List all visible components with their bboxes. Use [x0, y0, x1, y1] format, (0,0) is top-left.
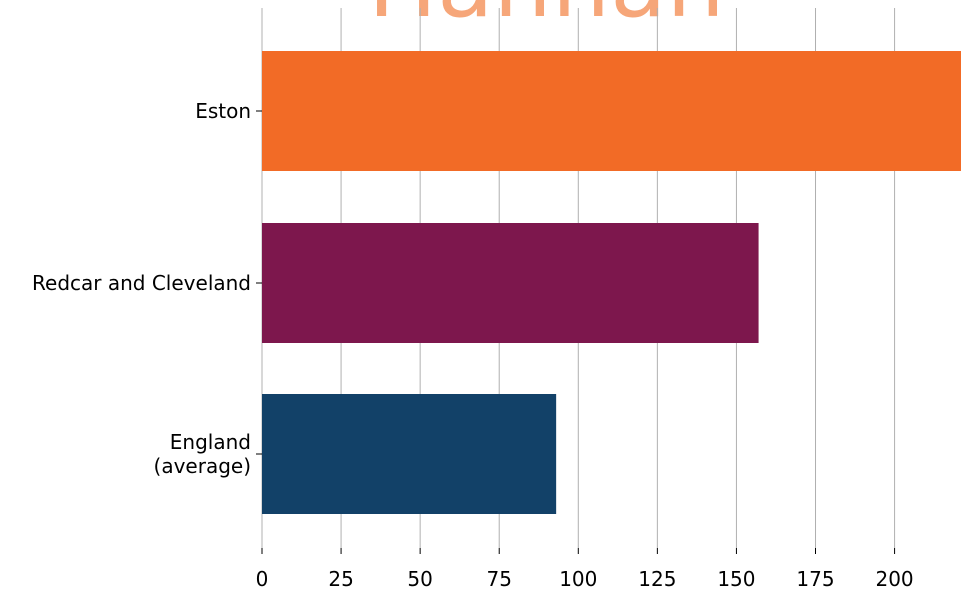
x-tick-label-100: 100: [559, 567, 597, 590]
x-tick-label-125: 125: [638, 567, 676, 590]
category-label-0: Eston: [195, 99, 251, 123]
x-tick-label-75: 75: [486, 567, 511, 590]
x-axis-ticks: 0 25 50 75 100 125 150 175 200: [256, 548, 914, 590]
bar-2: [262, 394, 557, 514]
x-tick-label-175: 175: [796, 567, 834, 590]
x-tick-label-200: 200: [875, 567, 913, 590]
category-label-2: England (average): [154, 430, 251, 478]
x-tick-label-0: 0: [256, 567, 269, 590]
chart-title-fragment: Hannah: [368, 0, 725, 38]
category-label-1: Redcar and Cleveland: [32, 271, 251, 295]
title-fragment-text: Hannah: [368, 0, 725, 38]
x-tick-label-25: 25: [328, 567, 353, 590]
y-axis-categories: Eston Redcar and Cleveland England (average…: [32, 99, 262, 478]
bar-1: [262, 223, 759, 343]
x-tick-label-50: 50: [407, 567, 432, 590]
bar-0: [262, 51, 961, 171]
x-tick-label-150: 150: [717, 567, 755, 590]
bars: [262, 51, 961, 514]
